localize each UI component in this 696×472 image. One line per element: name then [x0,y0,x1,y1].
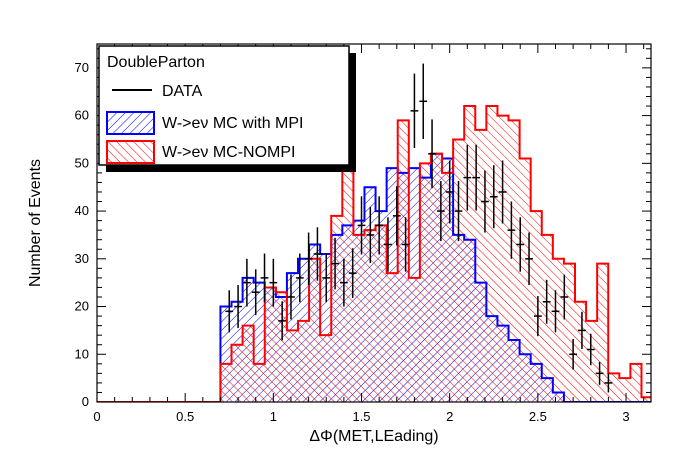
data-point [401,217,410,272]
data-point [436,180,445,242]
y-tick-label: 30 [75,251,89,266]
x-tick-label: 3 [622,409,629,424]
x-axis: 0 0.5 1 1.5 2 2.5 3 [93,44,645,424]
data-point [243,258,251,307]
data-point [269,258,278,307]
nompi-hist-outline [97,105,651,402]
data-point [489,165,498,229]
data-point [551,290,560,333]
y-tick-label: 20 [75,299,89,314]
x-tick-label: 0 [93,409,100,424]
data-point [287,274,295,320]
legend: DoubleParton DATA W->eν MC with MPI W->e… [98,45,356,172]
data-point [278,301,287,341]
legend-title: DoubleParton [107,54,205,71]
data-point [322,253,331,303]
data-point [260,253,269,303]
data-point [604,373,613,393]
data-point [225,290,234,333]
data-point [331,237,339,290]
data-point [595,361,604,385]
data-point [392,186,401,246]
data-point [463,144,472,211]
data-point [533,296,542,337]
legend-entry-mpi: W->eν MC with MPI [162,115,304,132]
nompi-hist-fill [97,106,651,402]
data-point [507,201,516,259]
x-tick-label: 2 [446,409,453,424]
data-point [560,274,569,320]
data-point [313,227,322,281]
data-point [366,206,375,264]
data-point [340,258,348,307]
data-point [295,253,304,303]
data-point [234,285,242,329]
series-layer [97,63,651,402]
data-point [410,73,419,149]
x-tick-label: 0.5 [176,409,194,424]
data-point [375,196,384,255]
legend-nompi-swatch [106,140,155,164]
data-point [251,269,260,316]
legend-entry-nompi: W->eν MC-NOMPI [162,144,295,161]
data-point [481,170,489,233]
y-tick-label: 40 [75,203,89,218]
y-tick-label: 0 [82,394,89,409]
x-tick-label: 2.5 [529,409,547,424]
x-tick-label: 1.5 [352,409,370,424]
data-point [498,160,507,224]
data-point [472,144,481,211]
plot-frame [96,43,652,403]
data-point [384,217,392,272]
data-point [578,311,586,350]
legend-entry-data: DATA [162,83,203,100]
data-point [357,196,366,255]
y-tick-label: 10 [75,346,89,361]
data-point [445,160,454,224]
y-tick-label: 60 [75,108,89,123]
data-point [348,248,357,298]
data-point [516,217,525,272]
y-tick-label: 70 [75,60,89,75]
data-point [304,232,313,286]
y-tick-label: 50 [75,155,89,170]
y-axis-label: Number of Events [27,159,44,287]
data-point [525,232,533,286]
legend-mpi-swatch [106,111,155,135]
data-point [542,279,551,324]
x-tick-label: 1 [270,409,277,424]
data-point [454,180,463,242]
data-point [419,63,428,139]
data-point [428,119,436,189]
x-axis-label: ΔΦ(MET,LEading) [309,428,438,445]
data-point [569,338,578,370]
data-point [586,333,595,366]
y-axis: 0 10 20 30 40 50 60 70 [75,48,651,409]
